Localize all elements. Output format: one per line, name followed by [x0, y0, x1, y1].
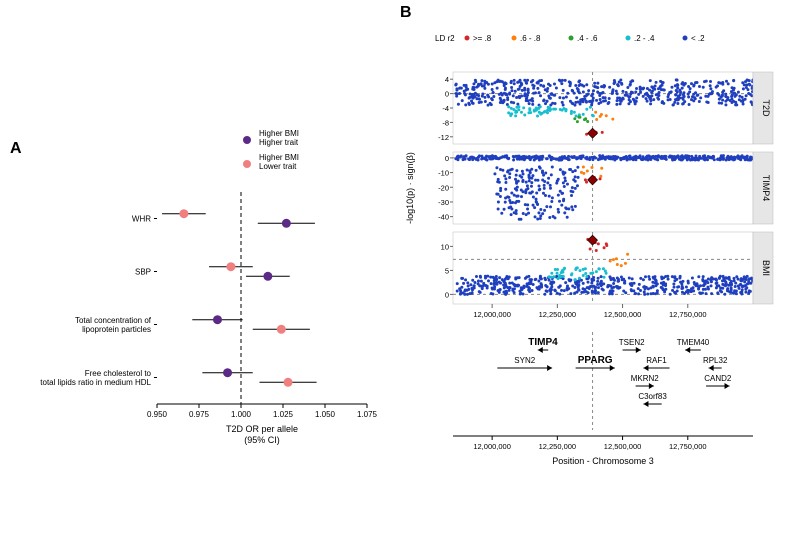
svg-text:-8: -8 — [442, 118, 449, 127]
svg-text:0: 0 — [445, 90, 449, 99]
svg-text:BMI: BMI — [761, 260, 771, 276]
panel-a-y-label: lipoprotein particles — [82, 325, 151, 334]
svg-text:-30: -30 — [438, 198, 449, 207]
svg-text:-20: -20 — [438, 183, 449, 192]
panel-a-x-axis: 0.950 0.975 1.000 1.025 1.050 1.075 — [147, 192, 378, 419]
svg-text:Lower trait: Lower trait — [259, 162, 297, 171]
svg-text:T2D: T2D — [761, 99, 771, 117]
svg-text:SYN2: SYN2 — [514, 356, 535, 365]
svg-text:0.950: 0.950 — [147, 410, 168, 419]
svg-text:1.000: 1.000 — [231, 410, 252, 419]
svg-text:12,750,000: 12,750,000 — [669, 442, 707, 451]
facet-TIMP4: -40 -30 -20 -10 0 TIMP4 — [438, 152, 773, 224]
gene-track-x-axis: 12,000,000 12,250,000 12,500,000 12,750,000 — [453, 436, 753, 451]
higher-bmi-higher-trait: Higher BMIHigher trait — [243, 129, 299, 147]
higher-bmi-lower-trait: Higher BMILower trait — [243, 153, 299, 171]
svg-text:12,000,000: 12,000,000 — [473, 442, 511, 451]
svg-text:RPL32: RPL32 — [703, 356, 728, 365]
svg-text:Higher BMI: Higher BMI — [259, 129, 299, 138]
svg-text:4: 4 — [445, 75, 449, 84]
svg-text:12,750,000: 12,750,000 — [669, 310, 707, 319]
svg-text:RAF1: RAF1 — [646, 356, 667, 365]
svg-text:< .2: < .2 — [691, 34, 705, 43]
svg-text:C3orf83: C3orf83 — [638, 392, 667, 401]
svg-text:12,000,000: 12,000,000 — [473, 310, 511, 319]
svg-text:1.075: 1.075 — [357, 410, 378, 419]
panel-b-x-title: Position - Chromosome 3 — [552, 456, 654, 466]
svg-text:.6 - .8: .6 - .8 — [520, 34, 541, 43]
svg-text:12,250,000: 12,250,000 — [539, 310, 577, 319]
svg-text:CAND2: CAND2 — [704, 374, 732, 383]
svg-text:-40: -40 — [438, 213, 449, 222]
svg-text:1.025: 1.025 — [273, 410, 294, 419]
facet-T2D: -12 -8 -4 0 4 T2D — [438, 72, 773, 144]
svg-text:-12: -12 — [438, 133, 449, 142]
panel-b-regional-plot: LD r2 >= .8 .6 - .8 .4 - .6 .2 - .4 < .2 -12 -8… — [395, 12, 783, 537]
svg-text:TMEM40: TMEM40 — [677, 338, 710, 347]
svg-text:Higher trait: Higher trait — [259, 138, 299, 147]
svg-text:TSEN2: TSEN2 — [619, 338, 645, 347]
panel-a-y-label: SBP — [135, 268, 151, 277]
svg-text:0: 0 — [445, 290, 449, 299]
panel-b-facet-x-axis: 12,000,000 12,250,000 12,500,000 12,750,000 — [473, 304, 706, 319]
svg-text:12,500,000: 12,500,000 — [604, 442, 642, 451]
panel-a-x-title-2: (95% CI) — [244, 435, 280, 445]
svg-text:5: 5 — [445, 266, 449, 275]
svg-text:Higher BMI: Higher BMI — [259, 153, 299, 162]
svg-text:-4: -4 — [442, 104, 449, 113]
panel-a-legend: Higher BMIHigher traitHigher BMILower tr… — [243, 129, 299, 171]
panel-b-y-title: -log10(p) · sign(β) — [405, 152, 415, 224]
panel-a-y-label: total lipids ratio in medium HDL — [40, 378, 151, 387]
panel-a-y-label: WHR — [132, 215, 151, 224]
panel-a-points — [162, 209, 317, 387]
svg-text:.2 - .4: .2 - .4 — [634, 34, 655, 43]
svg-text:0: 0 — [445, 154, 449, 163]
gene-track: TIMP4 SYN2 PPARG TSEN2 MKRN2 RAF1 C3orf83 TMEM4… — [497, 332, 732, 430]
panel-a-y-label: Free cholesterol to — [85, 369, 152, 378]
svg-text:TIMP4: TIMP4 — [528, 337, 558, 348]
facet-BMI: 0 5 10 BMI — [441, 232, 773, 304]
panel-a-y-label: Total concentration of — [75, 316, 152, 325]
svg-text:1.050: 1.050 — [315, 410, 336, 419]
svg-text:LD r2: LD r2 — [435, 34, 455, 43]
panel-a-x-title: T2D OR per allele — [226, 424, 298, 434]
svg-text:TIMP4: TIMP4 — [761, 175, 771, 202]
svg-text:PPARG: PPARG — [578, 355, 613, 366]
svg-text:0.975: 0.975 — [189, 410, 210, 419]
svg-text:10: 10 — [441, 242, 449, 251]
svg-text:.4 - .6: .4 - .6 — [577, 34, 598, 43]
svg-text:12,500,000: 12,500,000 — [604, 310, 642, 319]
svg-text:>= .8: >= .8 — [473, 34, 492, 43]
svg-text:-10: -10 — [438, 169, 449, 178]
svg-text:MKRN2: MKRN2 — [631, 374, 660, 383]
panel-a-forest-plot: Higher BMIHigher traitHigher BMILower tr… — [12, 112, 385, 452]
ld-legend: LD r2 >= .8 .6 - .8 .4 - .6 .2 - .4 < .2 — [435, 34, 705, 43]
svg-text:12,250,000: 12,250,000 — [539, 442, 577, 451]
